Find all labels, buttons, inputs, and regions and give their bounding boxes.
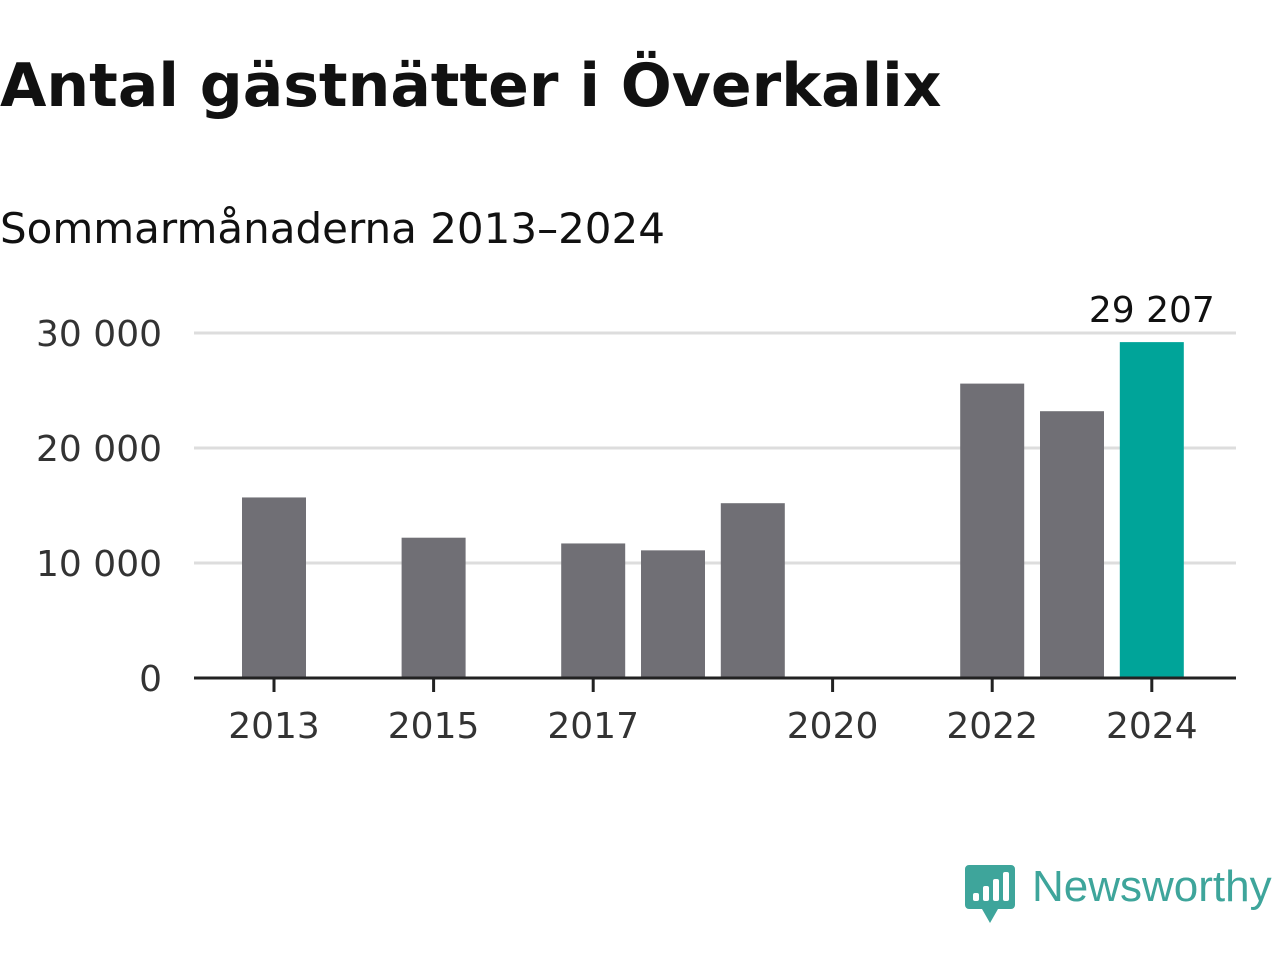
y-tick-label: 10 000 <box>36 544 162 585</box>
newsworthy-logo: Newsworthy <box>964 862 1272 926</box>
x-tick-label: 2015 <box>388 706 480 747</box>
x-tick-label: 2022 <box>946 706 1038 747</box>
bar <box>242 497 306 678</box>
newsworthy-logo-icon <box>965 865 1015 923</box>
x-tick-label: 2013 <box>228 706 320 747</box>
bar <box>561 543 626 678</box>
chart-title: Antal gästnätter i Överkalix <box>0 51 942 121</box>
bar <box>720 503 785 678</box>
bar <box>401 537 466 678</box>
y-tick-label: 0 <box>139 659 162 700</box>
bar-highlight <box>1119 342 1184 678</box>
bar <box>1040 411 1104 678</box>
x-tick-label: 2024 <box>1106 706 1198 747</box>
bar <box>641 550 705 678</box>
bars <box>242 342 1184 678</box>
x-tick-label: 2020 <box>787 706 879 747</box>
labels: 0 10 000 20 000 30 000 2013 2015 2017 2020 2022 2… <box>36 290 1215 747</box>
y-tick-label: 20 000 <box>36 429 162 470</box>
axes <box>194 676 1236 692</box>
chart-subtitle: Sommarmånaderna 2013–2024 <box>0 204 665 253</box>
data-label-highlight: 29 207 <box>1089 290 1215 331</box>
bar-chart: 0 10 000 20 000 30 000 2013 2015 2017 2020 2022 2… <box>36 290 1236 747</box>
x-tick-label: 2017 <box>547 706 639 747</box>
bar <box>960 383 1025 678</box>
y-tick-label: 30 000 <box>36 314 162 355</box>
brand-name: Newsworthy <box>1032 862 1272 911</box>
